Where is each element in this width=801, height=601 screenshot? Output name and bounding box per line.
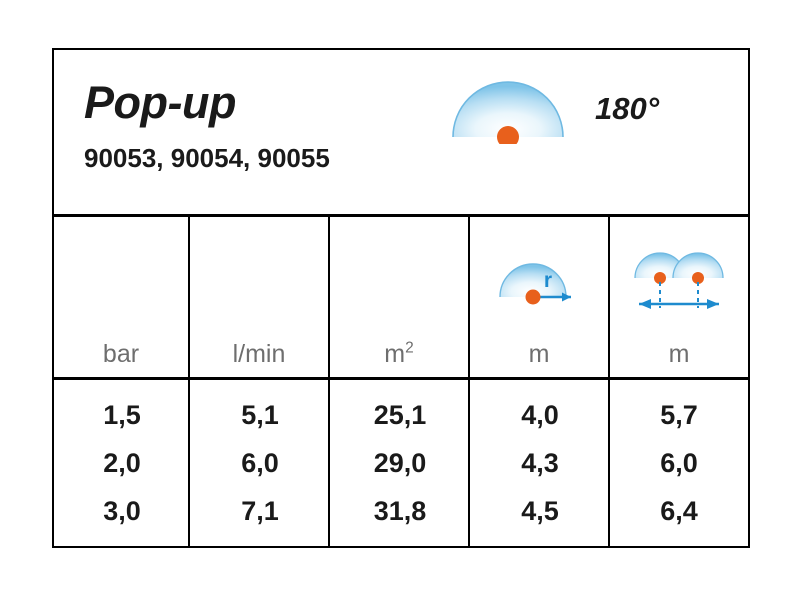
product-title: Pop-up bbox=[84, 77, 236, 128]
table-row: 3,0 7,1 31,8 4,5 6,4 bbox=[54, 487, 748, 535]
spacing-measure-icon bbox=[627, 238, 731, 324]
cell-pressure: 1,5 bbox=[103, 399, 141, 430]
unit-label-bar: bar bbox=[102, 340, 140, 368]
header-cell-pressure: bar bbox=[54, 217, 190, 377]
cell-radius: 4,5 bbox=[521, 495, 559, 526]
table-body: 1,5 5,1 25,1 4,0 5,7 2,0 6,0 29,0 4,3 6,… bbox=[54, 380, 748, 546]
spacing-icon-slot bbox=[610, 235, 748, 327]
radius-icon-letter: r bbox=[544, 269, 552, 292]
spray-angle-label: 180° bbox=[595, 91, 660, 126]
cell-flow: 7,1 bbox=[241, 495, 279, 526]
cell-spacing: 6,0 bbox=[660, 447, 698, 478]
cell-radius: 4,0 bbox=[521, 399, 559, 430]
title-text-group: Pop-up 90053, 90054, 90055 bbox=[84, 80, 330, 171]
header-cell-radius: r m bbox=[470, 217, 610, 377]
cell-area: 29,0 bbox=[373, 447, 427, 478]
cell-flow: 6,0 bbox=[241, 447, 279, 478]
table-row: 2,0 6,0 29,0 4,3 6,0 bbox=[54, 439, 748, 487]
table-row: 1,5 5,1 25,1 4,0 5,7 bbox=[54, 391, 748, 439]
spray-pattern-group: 180° bbox=[449, 74, 659, 144]
table-header-row: bar l/min m2 bbox=[54, 217, 748, 380]
cell-spacing: 5,7 bbox=[660, 399, 698, 430]
specification-table: Pop-up 90053, 90054, 90055 bbox=[52, 48, 750, 548]
unit-label-m2-base: m bbox=[384, 340, 406, 368]
cell-radius: 4,3 bbox=[521, 447, 559, 478]
half-circle-spray-icon bbox=[449, 74, 567, 144]
radius-icon-slot: r bbox=[470, 235, 608, 327]
unit-label-m2-exponent: 2 bbox=[405, 339, 414, 357]
unit-label-m-radius: m bbox=[528, 340, 550, 368]
unit-label-lmin: l/min bbox=[232, 340, 286, 368]
title-band: Pop-up 90053, 90054, 90055 bbox=[54, 50, 748, 217]
cell-spacing: 6,4 bbox=[660, 495, 698, 526]
radius-arrow-icon: r bbox=[491, 245, 587, 317]
cell-pressure: 3,0 bbox=[103, 495, 141, 526]
header-cell-area: m2 bbox=[330, 217, 470, 377]
cell-pressure: 2,0 bbox=[103, 447, 141, 478]
cell-area: 25,1 bbox=[373, 399, 427, 430]
product-codes: 90053, 90054, 90055 bbox=[84, 143, 330, 173]
cell-area: 31,8 bbox=[373, 495, 427, 526]
header-cell-spacing: m bbox=[610, 217, 748, 377]
unit-label-m-spacing: m bbox=[668, 340, 690, 368]
header-cell-flow: l/min bbox=[190, 217, 330, 377]
unit-label-m2: m2 bbox=[384, 339, 414, 368]
cell-flow: 5,1 bbox=[241, 399, 279, 430]
